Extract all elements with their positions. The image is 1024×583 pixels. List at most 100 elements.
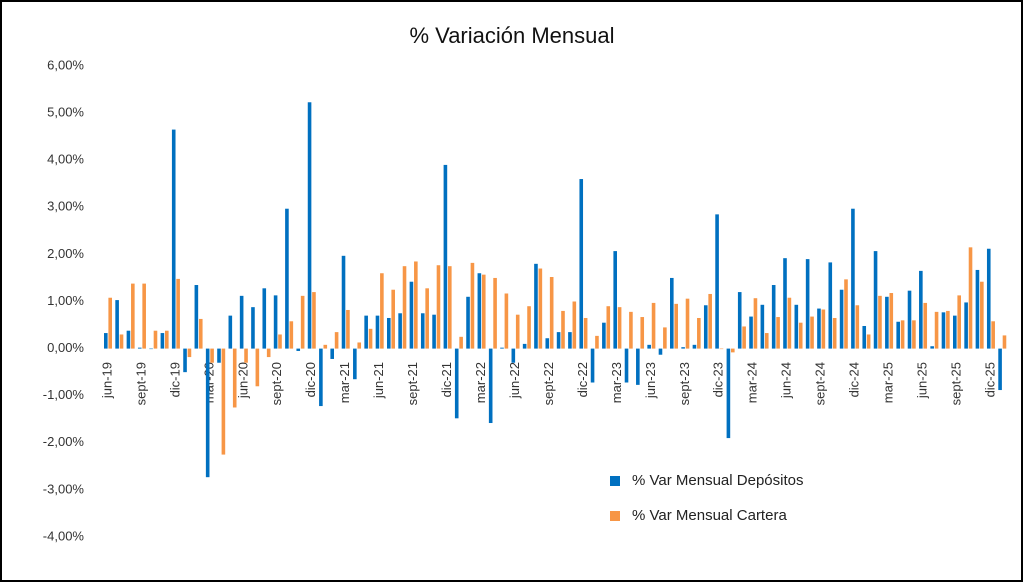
- x-tick-label: dic-21: [439, 362, 454, 397]
- bar: [561, 310, 565, 349]
- bar: [165, 330, 169, 349]
- bar: [658, 348, 663, 355]
- bar: [300, 295, 305, 349]
- bar: [334, 332, 339, 349]
- bar: [153, 330, 158, 349]
- x-tick-label: dic-20: [303, 362, 318, 397]
- x-tick-label: dic-22: [575, 362, 590, 397]
- bar: [522, 343, 527, 349]
- bar: [104, 333, 108, 349]
- bar: [470, 262, 475, 349]
- bar: [878, 295, 882, 349]
- bar: [889, 293, 894, 349]
- bar: [572, 301, 577, 349]
- x-tick-label: sept-25: [948, 362, 963, 405]
- x-tick-label: jun-19: [99, 362, 114, 399]
- bar: [855, 305, 860, 349]
- bar: [794, 304, 799, 349]
- bar: [436, 265, 441, 349]
- bar: [986, 248, 991, 349]
- bar: [715, 214, 719, 349]
- bar: [142, 283, 146, 349]
- bar: [515, 314, 520, 349]
- bar: [776, 317, 780, 349]
- bar: [137, 347, 142, 349]
- bar: [285, 208, 289, 349]
- bar: [821, 309, 826, 349]
- bar: [912, 320, 916, 349]
- bar: [764, 333, 769, 349]
- bar: [183, 348, 187, 373]
- bar: [692, 344, 697, 349]
- bar: [387, 317, 391, 349]
- bar: [538, 268, 543, 349]
- bar: [919, 270, 923, 349]
- bar: [194, 285, 199, 349]
- bar: [119, 334, 124, 349]
- y-tick-label: 6,00%: [47, 57, 84, 72]
- bar: [307, 102, 312, 349]
- bar: [753, 298, 758, 349]
- x-tick-label: jun-20: [235, 362, 250, 399]
- bar: [402, 266, 407, 349]
- bar: [357, 342, 362, 349]
- y-tick-label: -1,00%: [43, 387, 85, 402]
- bar: [866, 334, 871, 349]
- bar: [923, 302, 928, 349]
- bar: [262, 288, 267, 349]
- bar: [409, 281, 414, 349]
- legend-swatch: [610, 511, 620, 521]
- bar: [737, 292, 742, 349]
- bar: [900, 320, 905, 349]
- legend-label: % Var Mensual Cartera: [632, 507, 787, 524]
- x-tick-label: jun-25: [914, 362, 929, 399]
- bar: [239, 295, 244, 349]
- bar: [579, 179, 584, 349]
- bar: [221, 348, 226, 455]
- bar: [805, 259, 810, 349]
- bar: [493, 277, 497, 349]
- bar: [375, 315, 380, 349]
- bar: [425, 288, 429, 349]
- bar: [590, 348, 595, 383]
- bar: [930, 346, 934, 349]
- bar: [205, 348, 210, 478]
- bar: [624, 348, 629, 383]
- bar: [210, 348, 214, 363]
- x-tick-label: sept-21: [405, 362, 420, 405]
- bar: [323, 344, 328, 349]
- bar: [289, 321, 294, 349]
- x-tick-label: jun-21: [371, 362, 386, 399]
- y-tick-label: 0,00%: [47, 340, 84, 355]
- bar: [568, 332, 572, 349]
- bar: [534, 263, 538, 349]
- bar: [957, 295, 961, 349]
- bar: [697, 317, 701, 349]
- bar: [708, 293, 712, 349]
- bar: [670, 277, 674, 349]
- bar: [810, 316, 814, 349]
- bar: [488, 348, 493, 424]
- bar: [278, 334, 282, 349]
- y-tick-label: -4,00%: [43, 528, 85, 543]
- y-tick-label: 3,00%: [47, 199, 84, 214]
- bar: [549, 277, 554, 349]
- bar: [466, 296, 470, 349]
- bar: [681, 347, 685, 349]
- bar: [115, 300, 119, 349]
- x-tick-label: dic-25: [982, 362, 997, 397]
- bar: [703, 305, 708, 349]
- bar: [651, 302, 656, 349]
- bar: [771, 285, 776, 349]
- bar: [674, 303, 678, 349]
- bar: [341, 255, 346, 349]
- bar: [255, 348, 260, 387]
- bar: [232, 348, 237, 408]
- x-tick-label: mar-24: [745, 362, 760, 403]
- bar: [500, 347, 504, 349]
- bar: [685, 298, 690, 349]
- bar: [420, 313, 425, 349]
- bar: [885, 296, 889, 349]
- y-tick-label: 4,00%: [47, 152, 84, 167]
- bar: [171, 129, 176, 349]
